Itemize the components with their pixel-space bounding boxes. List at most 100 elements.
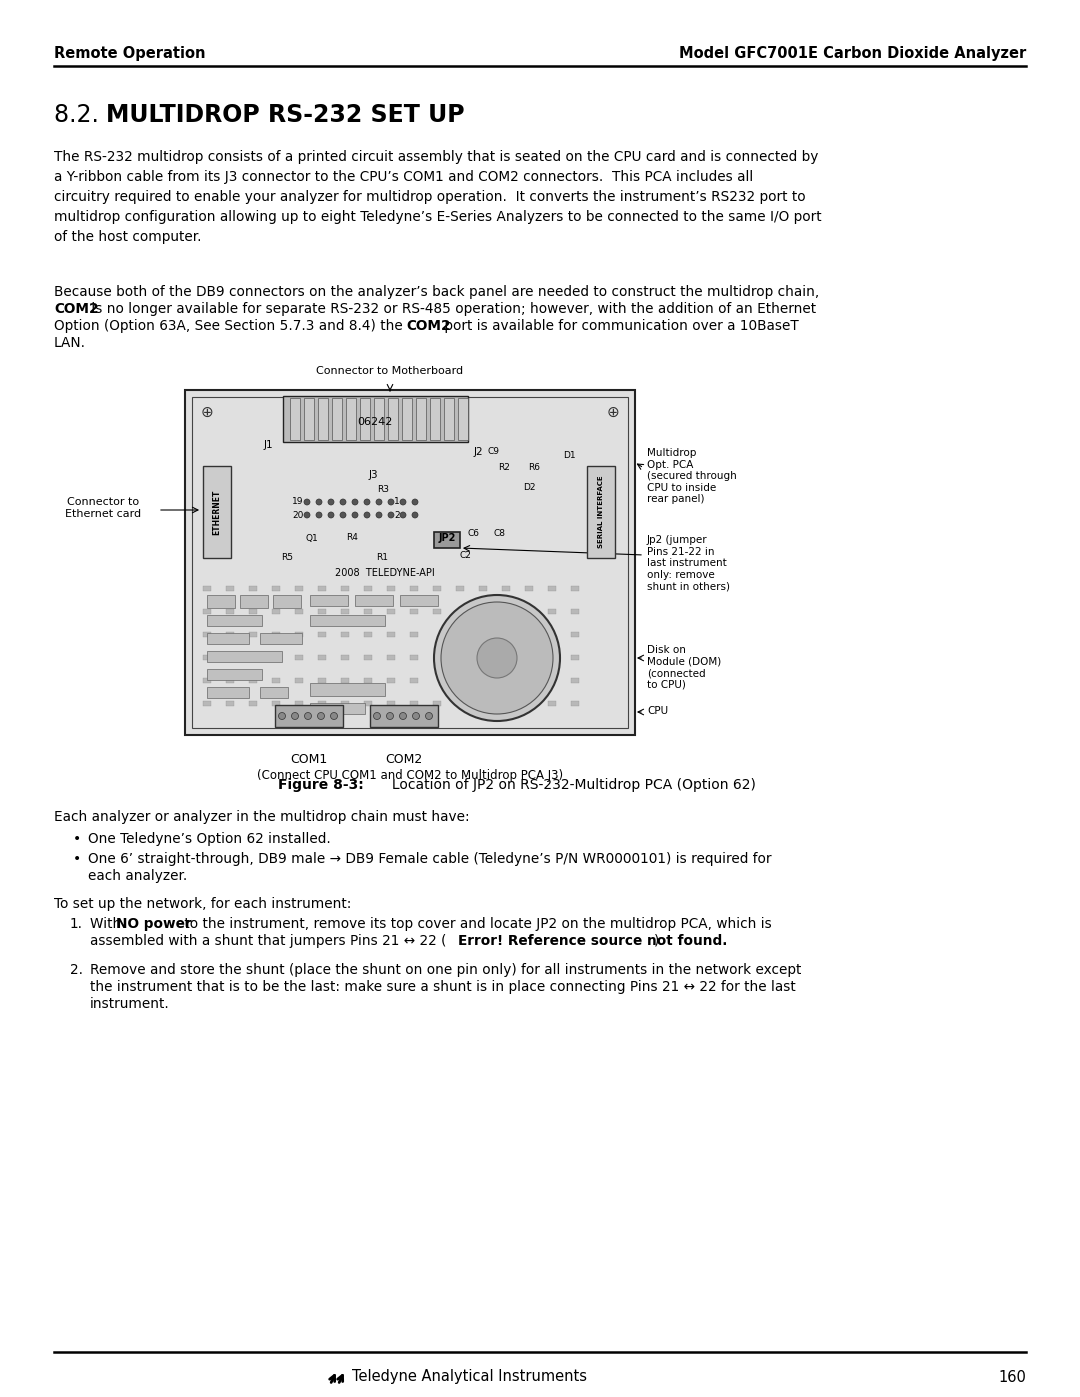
Text: To set up the network, for each instrument:: To set up the network, for each instrume… <box>54 897 351 911</box>
Circle shape <box>318 712 324 719</box>
Bar <box>480 585 487 591</box>
Bar <box>571 655 579 659</box>
Text: ⊕: ⊕ <box>607 405 619 419</box>
Bar <box>341 655 349 659</box>
Text: Multidrop
Opt. PCA
(secured through
CPU to inside
rear panel): Multidrop Opt. PCA (secured through CPU … <box>647 448 737 504</box>
Bar <box>226 678 234 683</box>
Bar <box>275 705 343 726</box>
Bar <box>374 398 384 440</box>
Circle shape <box>330 712 337 719</box>
Bar <box>192 397 627 728</box>
Bar <box>571 585 579 591</box>
Bar <box>207 615 262 626</box>
Bar <box>433 585 441 591</box>
Text: Q1: Q1 <box>306 534 319 542</box>
Circle shape <box>411 511 418 518</box>
Bar <box>387 609 395 615</box>
Bar <box>410 609 418 615</box>
Text: 1.: 1. <box>70 916 83 930</box>
Text: COM2: COM2 <box>406 319 450 332</box>
Text: COM2: COM2 <box>386 753 422 766</box>
Bar <box>249 678 257 683</box>
Circle shape <box>279 712 285 719</box>
Text: Figure 8-3:: Figure 8-3: <box>278 778 364 792</box>
Text: With: With <box>90 916 125 930</box>
Bar <box>364 631 372 637</box>
Text: MULTIDROP RS-232 SET UP: MULTIDROP RS-232 SET UP <box>106 103 464 127</box>
Bar <box>548 609 556 615</box>
Text: (Connect CPU COM1 and COM2 to Multidrop PCA J3): (Connect CPU COM1 and COM2 to Multidrop … <box>257 768 563 782</box>
Bar <box>388 398 399 440</box>
Bar <box>387 701 395 705</box>
Text: 1: 1 <box>394 497 400 507</box>
Bar <box>272 678 280 683</box>
Bar <box>341 701 349 705</box>
Bar <box>203 609 211 615</box>
Text: J1: J1 <box>264 440 273 450</box>
Text: 160: 160 <box>998 1369 1026 1384</box>
Bar <box>416 398 426 440</box>
Bar <box>203 655 211 659</box>
Text: Remote Operation: Remote Operation <box>54 46 205 61</box>
Bar <box>341 631 349 637</box>
Bar <box>240 595 268 608</box>
Circle shape <box>364 499 370 504</box>
Text: Disk on
Module (DOM)
(connected
to CPU): Disk on Module (DOM) (connected to CPU) <box>647 645 721 690</box>
Bar <box>272 609 280 615</box>
Bar <box>364 678 372 683</box>
Text: ).: ). <box>654 935 664 949</box>
Bar <box>310 615 384 626</box>
Circle shape <box>328 499 334 504</box>
Bar <box>272 701 280 705</box>
Text: NO power: NO power <box>116 916 191 930</box>
Bar <box>226 701 234 705</box>
Bar <box>571 701 579 705</box>
Bar <box>185 390 635 735</box>
Text: the instrument that is to be the last: make sure a shunt is in place connecting : the instrument that is to be the last: m… <box>90 981 796 995</box>
Bar <box>548 701 556 705</box>
Bar <box>249 701 257 705</box>
Circle shape <box>316 511 322 518</box>
Bar <box>410 678 418 683</box>
Bar <box>433 701 441 705</box>
Bar <box>355 595 393 606</box>
Bar <box>318 609 326 615</box>
Bar <box>295 701 303 705</box>
Circle shape <box>441 602 553 714</box>
Circle shape <box>364 511 370 518</box>
Bar <box>318 701 326 705</box>
Circle shape <box>388 499 394 504</box>
Circle shape <box>388 511 394 518</box>
Circle shape <box>426 712 432 719</box>
Text: Each analyzer or analyzer in the multidrop chain must have:: Each analyzer or analyzer in the multidr… <box>54 810 470 824</box>
Bar <box>525 585 534 591</box>
Bar <box>370 705 438 726</box>
Text: R1: R1 <box>376 553 388 563</box>
Bar <box>410 701 418 705</box>
Bar <box>318 631 326 637</box>
Text: LAN.: LAN. <box>54 337 86 351</box>
Bar <box>456 585 464 591</box>
Bar <box>226 631 234 637</box>
Text: 2.: 2. <box>70 963 83 977</box>
Bar <box>249 609 257 615</box>
Text: 20: 20 <box>293 511 303 521</box>
Text: Jp2 (jumper
Pins 21-22 in
last instrument
only: remove
shunt in others): Jp2 (jumper Pins 21-22 in last instrumen… <box>647 535 730 591</box>
Bar <box>203 467 231 557</box>
Bar <box>433 609 441 615</box>
Circle shape <box>413 712 419 719</box>
Bar <box>207 687 249 698</box>
Bar <box>548 585 556 591</box>
Circle shape <box>305 712 311 719</box>
Bar <box>346 398 356 440</box>
Text: D1: D1 <box>563 450 576 460</box>
Bar <box>303 398 314 440</box>
Bar <box>410 585 418 591</box>
Bar <box>226 655 234 659</box>
Circle shape <box>303 511 310 518</box>
Circle shape <box>352 499 357 504</box>
Text: is no longer available for separate RS-232 or RS-485 operation; however, with th: is no longer available for separate RS-2… <box>87 302 816 316</box>
Bar <box>295 655 303 659</box>
Text: ⊕: ⊕ <box>201 405 214 419</box>
Circle shape <box>340 499 346 504</box>
